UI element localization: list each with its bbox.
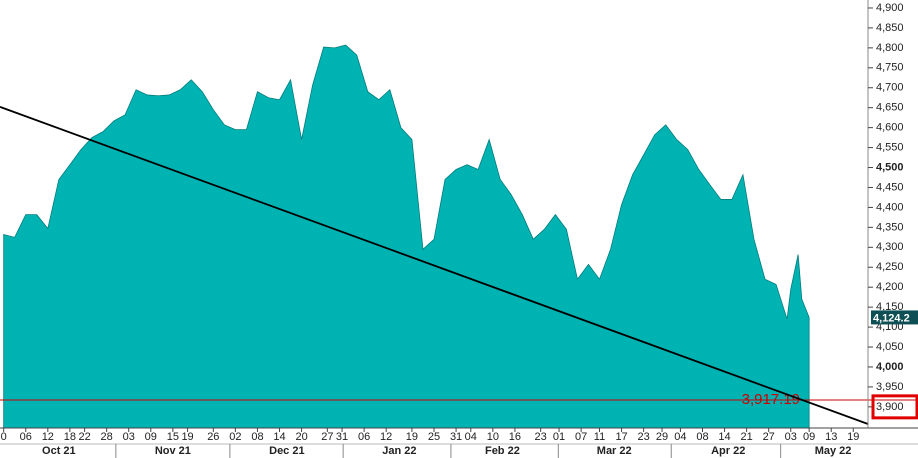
x-tick-label: 16 (509, 431, 521, 443)
y-tick-label: 4,550 (876, 141, 904, 153)
x-tick-label: 19 (181, 431, 193, 443)
x-tick-label: 03 (785, 431, 797, 443)
x-tick-label: 27 (321, 431, 333, 443)
y-tick-label: 4,750 (876, 62, 904, 74)
x-tick-label: 28 (101, 431, 113, 443)
x-tick-label: 04 (674, 431, 686, 443)
x-tick-label: 26 (207, 431, 219, 443)
last-price-tag (871, 310, 918, 325)
month-label: Nov 21 (155, 445, 191, 457)
x-tick-label: 19 (406, 431, 418, 443)
x-tick-label: 13 (825, 431, 837, 443)
x-tick-label: 12 (380, 431, 392, 443)
x-tick-label: 31 (336, 431, 348, 443)
y-tick-label: 4,450 (876, 181, 904, 193)
x-tick-label: 10 (487, 431, 499, 443)
month-label: Apr 22 (711, 445, 745, 457)
highlight-box (871, 394, 918, 420)
x-tick-label: 17 (615, 431, 627, 443)
y-tick-label: 3,950 (876, 381, 904, 393)
x-tick-label: 06 (20, 431, 32, 443)
y-tick-label: 3,900 (876, 401, 904, 413)
last-price-label: 4,124.2 (873, 312, 910, 324)
x-tick-label: 29 (656, 431, 668, 443)
x-tick-label: 03 (123, 431, 135, 443)
x-tick-label: 14 (718, 431, 730, 443)
x-tick-label: 01 (553, 431, 565, 443)
x-tick-label: 15 (167, 431, 179, 443)
x-tick-label: 23 (535, 431, 547, 443)
month-label: Mar 22 (597, 445, 632, 457)
y-tick-label: 4,600 (876, 122, 904, 134)
x-tick-label: 18 (64, 431, 76, 443)
x-tick-label: 27 (763, 431, 775, 443)
x-tick-label: 0 (1, 431, 7, 443)
y-tick-label: 4,850 (876, 22, 904, 34)
y-tick-label: 4,800 (876, 42, 904, 54)
x-tick-label: 20 (295, 431, 307, 443)
y-tick-label: 4,300 (876, 241, 904, 253)
x-tick-label: 12 (42, 431, 54, 443)
x-tick-label: 25 (428, 431, 440, 443)
y-tick-label: 4,900 (876, 2, 904, 14)
y-tick-label: 4,650 (876, 102, 904, 114)
month-label: Dec 21 (269, 445, 304, 457)
x-tick-label: 08 (251, 431, 263, 443)
y-tick-label: 4,500 (876, 161, 904, 173)
x-tick-label: 23 (638, 431, 650, 443)
y-tick-label: 4,250 (876, 261, 904, 273)
level-label: 3,917.19 (742, 391, 800, 408)
x-tick-label: 07 (575, 431, 587, 443)
x-tick-label: 09 (145, 431, 157, 443)
y-tick-label: 4,350 (876, 221, 904, 233)
x-tick-label: 22 (78, 431, 90, 443)
x-tick-label: 31 (450, 431, 462, 443)
x-tick-label: 04 (465, 431, 477, 443)
month-label: Oct 21 (42, 445, 76, 457)
x-tick-label: 11 (594, 431, 605, 443)
x-tick-label: 21 (741, 431, 753, 443)
x-tick-label: 06 (358, 431, 370, 443)
x-tick-label: 19 (847, 431, 859, 443)
x-tick-label: 08 (696, 431, 708, 443)
price-area (3, 44, 810, 428)
month-label: May 22 (815, 445, 852, 457)
y-tick-label: 4,150 (876, 301, 904, 313)
x-tick-label: 09 (803, 431, 815, 443)
month-label: Feb 22 (485, 445, 520, 457)
y-tick-label: 4,400 (876, 201, 904, 213)
month-label: Jan 22 (382, 445, 416, 457)
y-tick-label: 4,000 (876, 361, 904, 373)
y-tick-label: 4,200 (876, 281, 904, 293)
trendline (0, 106, 869, 425)
y-tick-label: 4,700 (876, 82, 904, 94)
x-tick-label: 02 (229, 431, 241, 443)
y-tick-label: 4,050 (876, 341, 904, 353)
x-tick-label: 14 (273, 431, 285, 443)
